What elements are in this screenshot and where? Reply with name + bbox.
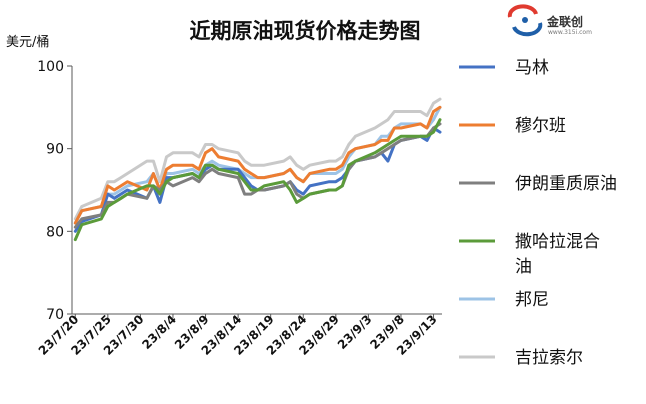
- legend-item-5: 邦尼: [459, 290, 549, 310]
- chart-title: 近期原油现货价格走势图: [190, 19, 421, 43]
- company-logo: 金联创 www.315i.com: [507, 4, 592, 37]
- legend-item-2: 穆尔班: [459, 116, 566, 136]
- series-line-4: [73, 118, 442, 242]
- y-tick-label: 90: [46, 142, 64, 158]
- legend-label: 马林: [515, 58, 549, 78]
- legend-item-6: 吉拉索尔: [459, 348, 583, 368]
- legend-label: 吉拉索尔: [515, 348, 583, 368]
- series-line-6: [73, 97, 442, 221]
- y-axis-unit-label: 美元/桶: [6, 35, 49, 50]
- series-line-1: [73, 126, 442, 233]
- legend-label: 油: [515, 257, 532, 277]
- logo-mark-icon: [507, 4, 543, 37]
- y-tick-label: 80: [46, 224, 64, 240]
- x-tick-label: 23/8/4: [139, 312, 179, 352]
- legend-item-3: 伊朗重质原油: [459, 174, 617, 194]
- x-tick-label: 23/9/3: [335, 312, 375, 352]
- y-tick-label: 70: [46, 307, 64, 323]
- legend-label: 伊朗重质原油: [515, 174, 617, 194]
- plot-area: [73, 97, 442, 242]
- legend-item-1: 马林: [459, 58, 549, 78]
- logo-url: www.315i.com: [548, 29, 592, 36]
- legend-label: 穆尔班: [515, 116, 566, 136]
- legend-label: 撒哈拉混合: [515, 232, 600, 252]
- legend-label: 邦尼: [515, 290, 549, 310]
- logo-name: 金联创: [546, 14, 583, 29]
- y-tick-label: 100: [37, 59, 64, 75]
